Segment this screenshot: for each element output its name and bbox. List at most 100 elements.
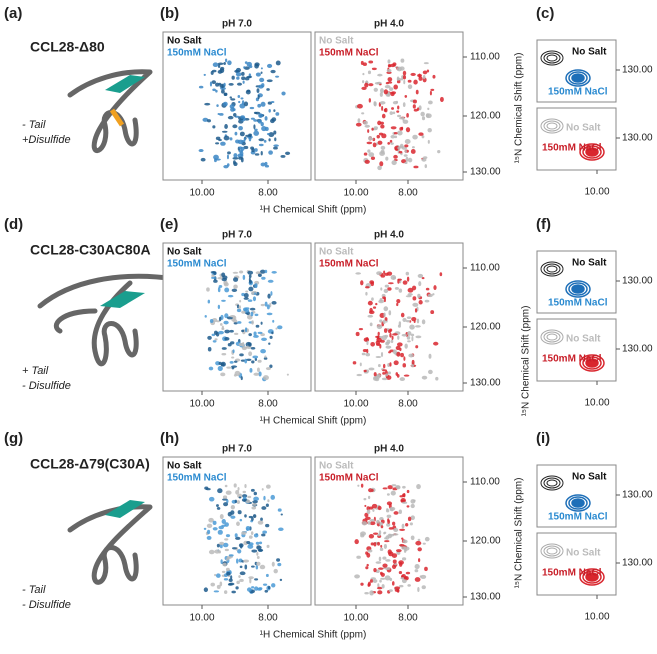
peak: [396, 299, 401, 304]
peak: [385, 341, 390, 344]
inset-label: 150mM NaCl: [548, 512, 608, 523]
peak: [207, 529, 211, 535]
peak: [277, 508, 282, 512]
peak: [401, 546, 406, 550]
peak: [251, 549, 258, 553]
peak: [402, 317, 407, 322]
peak: [403, 374, 410, 377]
peak: [401, 333, 407, 337]
peak: [198, 149, 204, 153]
peak: [233, 319, 238, 324]
peak: [227, 151, 231, 155]
peak: [366, 340, 369, 346]
peak: [253, 119, 258, 122]
peak: [212, 88, 216, 92]
peak: [355, 331, 360, 337]
peak: [374, 81, 381, 85]
peak: [204, 102, 211, 106]
peak: [367, 581, 371, 587]
peak: [380, 287, 383, 291]
peak: [235, 536, 241, 540]
peak: [230, 98, 236, 101]
peak: [401, 557, 407, 561]
peak: [227, 115, 234, 120]
contour: [540, 50, 564, 66]
peak: [383, 270, 386, 275]
peak: [367, 521, 371, 525]
annotation: - Tail: [22, 584, 46, 596]
peak: [384, 540, 390, 543]
peak: [230, 341, 235, 345]
peak: [216, 584, 221, 589]
peak: [388, 64, 392, 68]
peak: [415, 89, 419, 95]
peak: [405, 127, 411, 133]
spectrum-frame: [162, 456, 312, 606]
peak: [389, 332, 392, 338]
legend-label: No Salt: [167, 461, 202, 472]
peak: [411, 317, 417, 322]
peak: [225, 558, 230, 561]
peak: [377, 73, 383, 77]
inset-frame: [536, 318, 617, 382]
peak: [224, 590, 228, 594]
peak: [239, 565, 243, 569]
contour: [543, 477, 561, 489]
peak: [222, 495, 228, 499]
peak: [230, 510, 235, 515]
peak: [221, 570, 226, 573]
peak: [392, 276, 396, 280]
peak: [368, 367, 375, 371]
peak: [384, 272, 389, 276]
peak: [239, 518, 243, 522]
peak: [366, 348, 369, 354]
peak: [220, 559, 223, 565]
peak: [377, 505, 382, 511]
peak: [239, 270, 244, 274]
peak: [221, 84, 224, 89]
peak: [381, 105, 384, 111]
peak: [363, 337, 370, 342]
peak: [241, 494, 248, 498]
spectrum-frame: [314, 456, 464, 606]
peak: [253, 491, 257, 496]
peak: [243, 559, 250, 563]
peak: [257, 103, 262, 108]
peak: [371, 503, 378, 509]
contour: [546, 547, 558, 555]
peak: [396, 76, 400, 81]
peak: [387, 92, 391, 97]
contour: [579, 354, 605, 372]
peak: [212, 527, 218, 531]
peak: [213, 279, 218, 283]
peak: [410, 72, 416, 76]
peak: [430, 88, 435, 91]
peak: [384, 317, 388, 321]
contour: [543, 545, 561, 557]
peak: [212, 62, 219, 68]
peak: [211, 274, 215, 278]
peak: [264, 269, 268, 274]
peak: [232, 349, 235, 354]
peak: [380, 525, 384, 529]
peak: [399, 528, 406, 531]
inset-frame: [536, 464, 617, 528]
peak: [248, 333, 252, 337]
peak: [218, 361, 222, 365]
peak: [368, 60, 374, 64]
peak: [243, 297, 249, 300]
peak: [260, 71, 263, 74]
peak: [217, 287, 221, 293]
peak: [260, 349, 266, 354]
panel-label: (c): [536, 5, 554, 22]
peak: [270, 494, 276, 500]
annotation: - Disulfide: [22, 599, 71, 611]
peak: [393, 154, 398, 159]
y-tick-label: 130.00: [622, 490, 653, 501]
peak: [377, 363, 381, 368]
contour: [585, 358, 599, 368]
peak: [212, 125, 216, 129]
peak: [280, 513, 283, 516]
contour: [546, 265, 558, 273]
peak: [363, 152, 368, 156]
